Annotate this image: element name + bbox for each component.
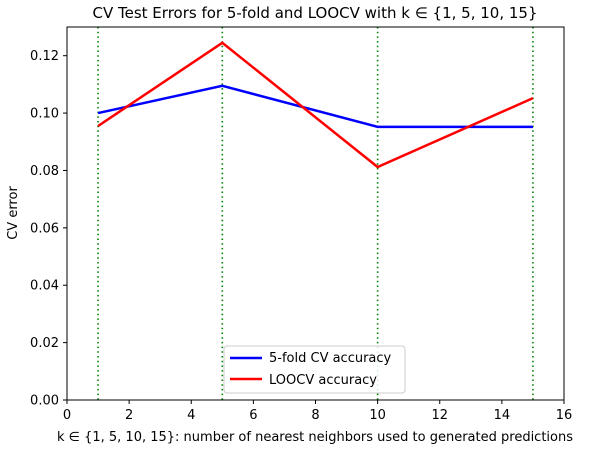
x-tick-label: 0 [63,408,71,423]
x-axis: 0 2 4 6 8 10 12 14 16 [63,400,572,423]
series-lines [97,41,534,169]
y-tick-label: 0.08 [30,164,59,179]
x-tick-label: 12 [431,408,448,423]
series-line-5-fold [97,84,533,129]
vertical-reference-lines [97,27,534,400]
x-tick-label: 16 [556,408,573,423]
legend: 5-fold CV accuracy LOOCV accuracy [223,345,406,394]
y-tick-label: 0.04 [30,279,59,294]
y-axis: 0.00 0.02 0.04 0.06 0.08 0.10 0.12 [30,49,67,409]
y-tick-label: 0.00 [30,394,59,409]
y-tick-label: 0.02 [30,336,59,351]
y-tick-label: 0.10 [30,107,59,122]
x-tick-label: 14 [494,408,511,423]
y-axis-title: CV error [6,186,21,240]
y-tick-label: 0.06 [30,221,59,236]
x-tick-label: 2 [125,408,133,423]
x-axis-title: k ∈ {1, 5, 10, 15}: number of nearest ne… [57,430,573,445]
x-tick-label: 6 [249,408,257,423]
plot-area-frame [66,26,565,401]
legend-box [223,345,406,394]
x-tick-label: 8 [311,408,319,423]
series-line-loocv [97,41,534,169]
legend-label-5-fold: 5-fold CV accuracy [269,351,392,366]
x-tick-label: 10 [369,408,386,423]
chart-title: CV Test Errors for 5-fold and LOOCV with… [93,4,538,22]
y-tick-label: 0.12 [30,49,59,64]
legend-label-loocv: LOOCV accuracy [269,373,377,388]
x-tick-label: 4 [187,408,195,423]
